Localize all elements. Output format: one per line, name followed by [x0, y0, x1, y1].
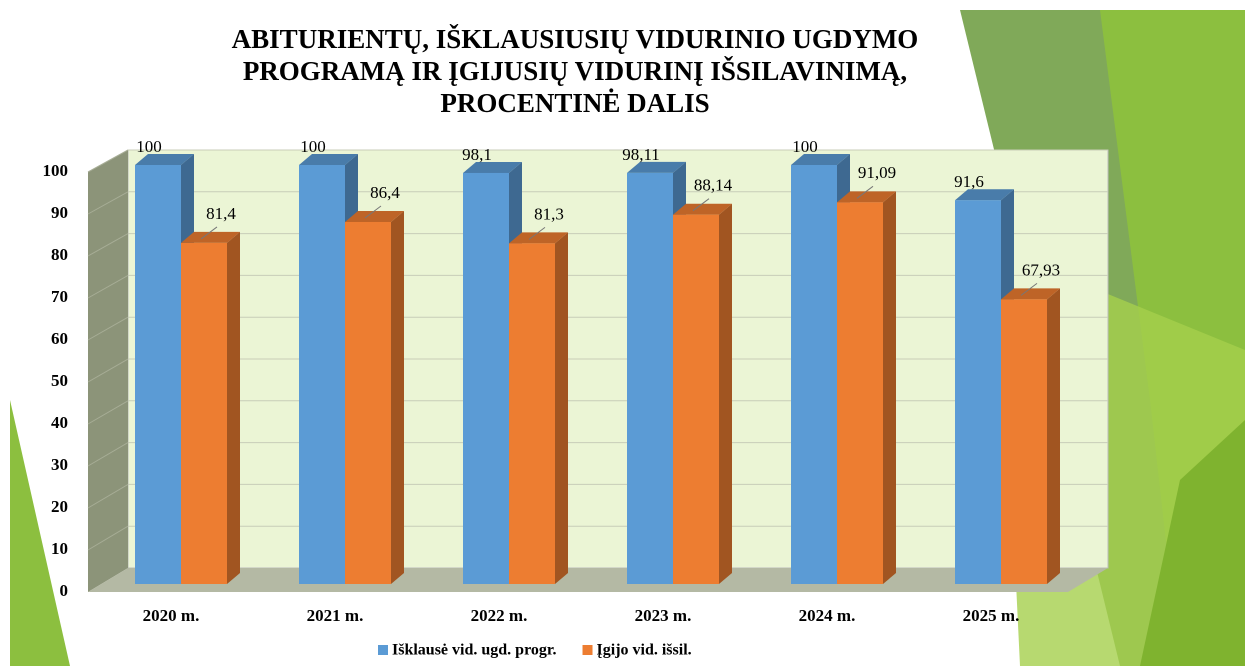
grid-line: [87, 358, 129, 383]
grid-line: [87, 316, 129, 341]
value-label: 100: [300, 137, 326, 156]
bar-top: [181, 231, 240, 243]
value-label: 86,4: [370, 183, 400, 202]
value-label: 98,1: [462, 145, 492, 164]
bar-side: [391, 210, 404, 584]
bar: [181, 242, 227, 584]
grid-line: [87, 525, 129, 551]
bar: [299, 165, 345, 584]
x-tick-label: 2023 m.: [635, 606, 692, 625]
legend-label: Įgijo vid. išsil.: [597, 642, 692, 659]
y-tick-label: 30: [51, 455, 68, 474]
bar-top: [463, 161, 522, 173]
bar: [509, 243, 555, 584]
label-leader: [364, 205, 382, 219]
bar-side: [883, 191, 896, 585]
y-tick-label: 90: [51, 203, 68, 222]
chart-title: PROCENTINĖ DALIS: [440, 88, 709, 118]
legend-label: Išklausė vid. ugd. progr.: [392, 642, 557, 659]
label-leader: [856, 185, 874, 199]
bar-top: [1001, 288, 1060, 300]
value-label: 81,3: [534, 204, 564, 223]
value-label: 100: [136, 137, 162, 156]
y-tick-label: 70: [51, 287, 68, 306]
grid-line: [87, 483, 129, 509]
bar: [837, 202, 883, 585]
bar-top: [345, 210, 404, 222]
value-label: 91,6: [954, 172, 984, 191]
chart-title: PROGRAMĄ IR ĮGIJUSIŲ VIDURINĮ IŠSILAVINI…: [243, 56, 907, 86]
y-tick-label: 10: [51, 539, 68, 558]
legend-swatch: [378, 645, 388, 655]
legend-swatch: [582, 645, 593, 655]
grid-line: [87, 442, 129, 467]
grid-line: [87, 149, 129, 173]
value-label: 98,11: [622, 145, 660, 164]
y-tick-label: 40: [51, 413, 68, 432]
y-tick-label: 100: [43, 161, 69, 180]
value-label: 81,4: [206, 204, 236, 223]
y-tick-label: 50: [51, 371, 68, 390]
bar-top: [135, 154, 194, 165]
y-tick-label: 0: [60, 581, 69, 600]
bar: [791, 165, 837, 584]
grid-line: [87, 233, 129, 257]
x-tick-label: 2024 m.: [799, 606, 856, 625]
grid-line: [87, 191, 129, 215]
bar-top: [627, 161, 686, 173]
x-tick-label: 2020 m.: [143, 606, 200, 625]
bar-side: [555, 232, 568, 584]
label-leader: [692, 198, 710, 212]
bar-top: [673, 203, 732, 215]
bar: [135, 165, 181, 584]
value-label: 91,09: [858, 163, 896, 182]
label-leader: [528, 226, 546, 240]
bar: [1001, 299, 1047, 584]
x-tick-label: 2021 m.: [307, 606, 364, 625]
grid-line: [87, 400, 129, 425]
value-label: 88,14: [694, 176, 733, 195]
bar: [345, 221, 391, 584]
x-tick-label: 2025 m.: [963, 606, 1020, 625]
x-tick-label: 2022 m.: [471, 606, 528, 625]
bar: [955, 200, 1001, 585]
y-tick-label: 20: [51, 497, 68, 516]
chart-title: ABITURIENTŲ, IŠKLAUSIUSIŲ VIDURINIO UGDY…: [232, 24, 919, 54]
bar-top: [955, 189, 1014, 201]
value-label: 100: [792, 137, 818, 156]
y-tick-label: 60: [51, 329, 68, 348]
bar-side: [719, 203, 732, 584]
bar: [673, 214, 719, 584]
bar: [463, 172, 509, 584]
grid-line: [87, 274, 129, 299]
bar-top: [791, 154, 850, 165]
value-label: 67,93: [1022, 260, 1060, 279]
bar-side: [227, 231, 240, 584]
y-tick-label: 80: [51, 245, 68, 264]
bar-top: [837, 191, 896, 203]
label-leader: [1020, 282, 1038, 296]
bar-side: [1047, 288, 1060, 584]
label-leader: [200, 226, 218, 240]
bar-top: [509, 232, 568, 244]
bar-top: [299, 154, 358, 165]
bar: [627, 172, 673, 584]
